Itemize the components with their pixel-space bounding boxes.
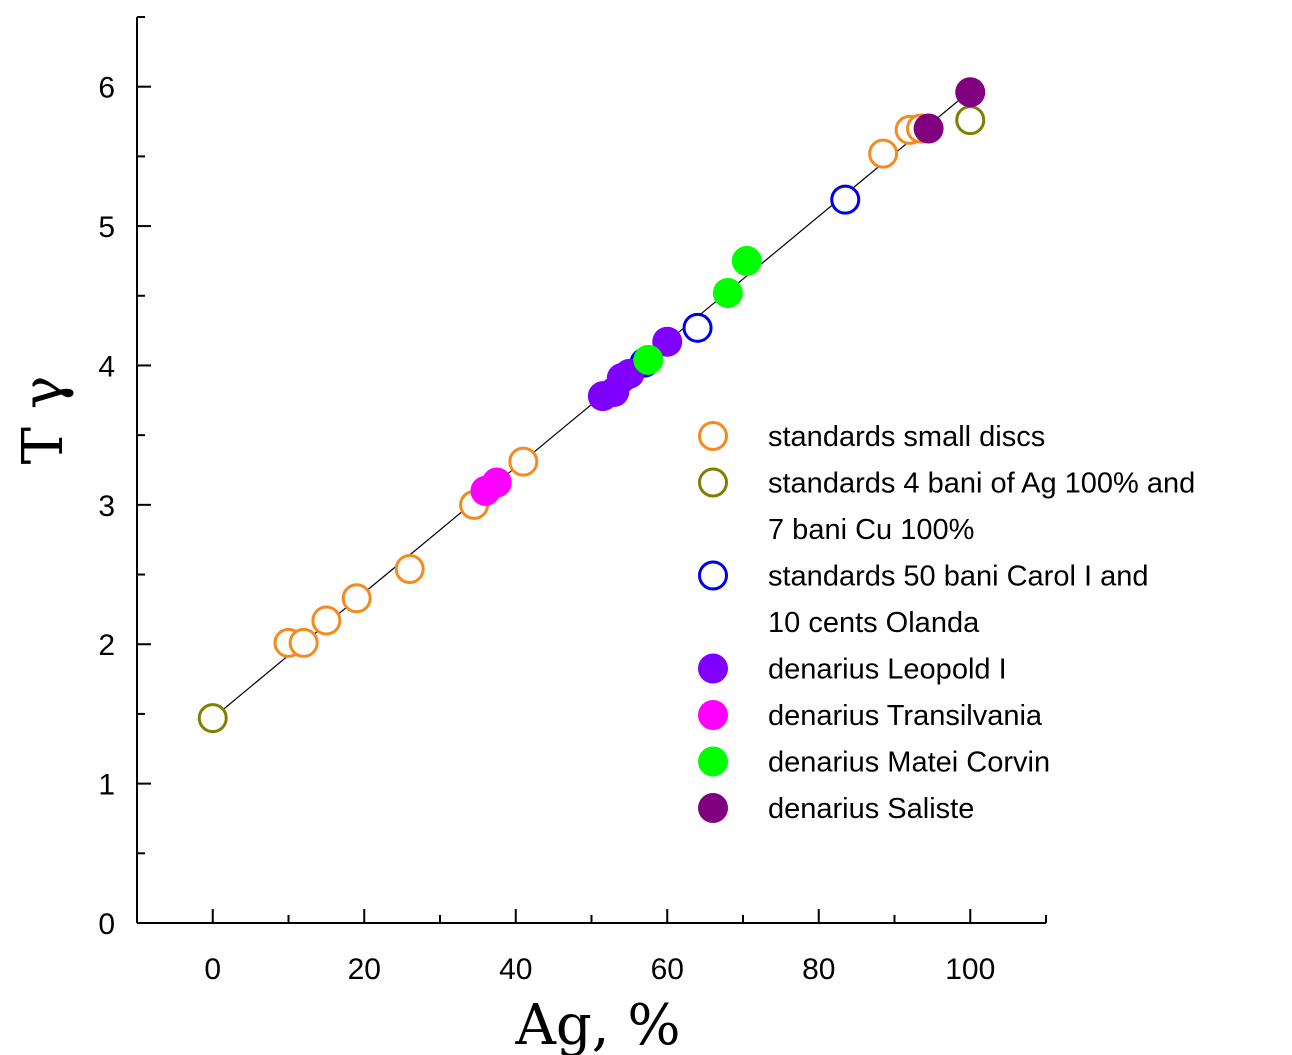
legend-marker bbox=[698, 421, 728, 451]
legend-label: standards small discs bbox=[768, 421, 1045, 453]
y-tick-label: 2 bbox=[98, 629, 115, 662]
legend-marker bbox=[698, 560, 728, 591]
data-point bbox=[652, 326, 683, 357]
series-group bbox=[633, 245, 762, 375]
data-point bbox=[311, 605, 342, 636]
data-point bbox=[682, 312, 713, 343]
x-tick-label: 0 bbox=[204, 953, 221, 986]
legend-marker bbox=[698, 653, 728, 684]
series-group bbox=[197, 105, 986, 734]
legend-label: denarius Leopold I bbox=[768, 654, 1007, 686]
legend-marker bbox=[698, 793, 728, 823]
series-group bbox=[273, 113, 937, 658]
legend: standards small discs standards 4 bani of… bbox=[698, 421, 1195, 825]
y-tick-label: 0 bbox=[98, 908, 115, 941]
series-group bbox=[470, 467, 512, 506]
legend-label: denarius Matei Corvin bbox=[768, 747, 1050, 779]
y-tick-label: 6 bbox=[98, 72, 115, 105]
data-point bbox=[288, 627, 319, 658]
legend-marker bbox=[698, 467, 728, 498]
data-point bbox=[712, 277, 743, 308]
x-tick-label: 100 bbox=[945, 953, 995, 986]
y-tick-label: 4 bbox=[98, 350, 115, 383]
data-point bbox=[508, 446, 539, 477]
legend-marker bbox=[698, 700, 728, 730]
x-tick-label: 20 bbox=[348, 953, 381, 986]
data-point bbox=[341, 583, 372, 614]
legend-label: standards 4 bani of Ag 100% and bbox=[768, 468, 1195, 500]
data-point bbox=[868, 138, 899, 169]
series-group bbox=[587, 326, 683, 412]
legend-label: standards 50 bani Carol I and bbox=[768, 561, 1148, 593]
series-group bbox=[913, 77, 986, 144]
legend-label: 7 bani Cu 100% bbox=[768, 514, 974, 546]
y-tick-label: 1 bbox=[98, 769, 115, 802]
legend-marker bbox=[698, 746, 728, 777]
data-point bbox=[913, 113, 944, 144]
legend-label: denarius Transilvania bbox=[768, 700, 1043, 732]
x-tick-label: 40 bbox=[499, 953, 532, 986]
y-tick-label: 3 bbox=[98, 490, 115, 523]
data-points-layer bbox=[197, 77, 986, 734]
x-tick-label: 60 bbox=[651, 953, 684, 986]
x-axis-title: Ag, % bbox=[514, 993, 680, 1055]
data-point bbox=[197, 703, 228, 734]
legend-label: denarius Saliste bbox=[768, 793, 974, 825]
y-tick-label: 5 bbox=[98, 211, 115, 244]
data-point bbox=[394, 553, 425, 584]
axis-titles: Ag, % T γ bbox=[11, 376, 681, 1055]
y-axis-title: T γ bbox=[11, 376, 76, 465]
data-point bbox=[830, 184, 861, 215]
data-point bbox=[481, 467, 512, 498]
data-point bbox=[955, 77, 986, 108]
data-point bbox=[633, 344, 664, 375]
x-tick-label: 80 bbox=[802, 953, 835, 986]
data-point bbox=[731, 245, 762, 276]
data-point bbox=[955, 105, 986, 136]
legend-label: 10 cents Olanda bbox=[768, 607, 980, 639]
